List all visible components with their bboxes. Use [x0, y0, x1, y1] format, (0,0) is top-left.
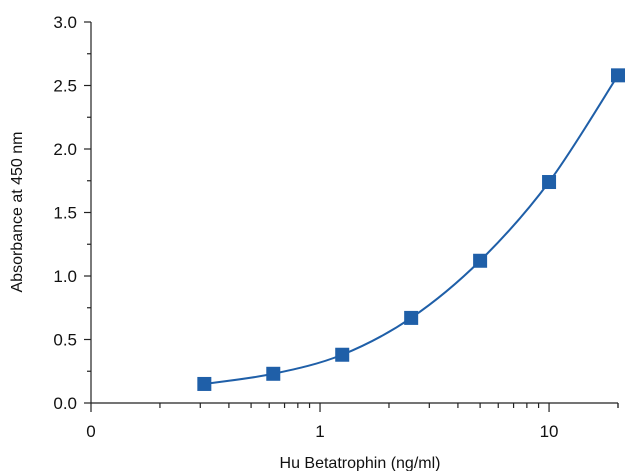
data-point	[473, 253, 488, 268]
y-tick-label: 1.0	[53, 267, 77, 286]
ticks	[84, 21, 619, 412]
y-axis-label: Absorbance at 450 nm	[9, 132, 26, 293]
data-point	[197, 376, 212, 391]
y-tick-label: 0.5	[53, 331, 77, 350]
x-axis-label: Hu Betatrophin (ng/ml)	[280, 455, 441, 471]
data-point	[542, 175, 557, 190]
data-point	[335, 347, 350, 362]
data-point	[266, 366, 281, 381]
data-points	[197, 68, 625, 391]
x-tick-label: 0	[86, 422, 95, 441]
y-tick-label: 1.5	[53, 204, 77, 223]
x-tick-label: 1	[315, 422, 324, 441]
x-tick-label: 10	[540, 422, 559, 441]
tick-labels: 0.0 0.5 1.0 1.5 2.0 2.5 3.0 0 1 10	[53, 13, 558, 441]
data-point	[404, 310, 419, 325]
axes	[90, 22, 618, 404]
y-tick-label: 2.0	[53, 140, 77, 159]
fit-curve	[204, 74, 619, 385]
y-tick-label: 0.0	[53, 394, 77, 413]
y-tick-label: 3.0	[53, 13, 77, 32]
y-tick-label: 2.5	[53, 77, 77, 96]
data-point	[611, 68, 625, 83]
